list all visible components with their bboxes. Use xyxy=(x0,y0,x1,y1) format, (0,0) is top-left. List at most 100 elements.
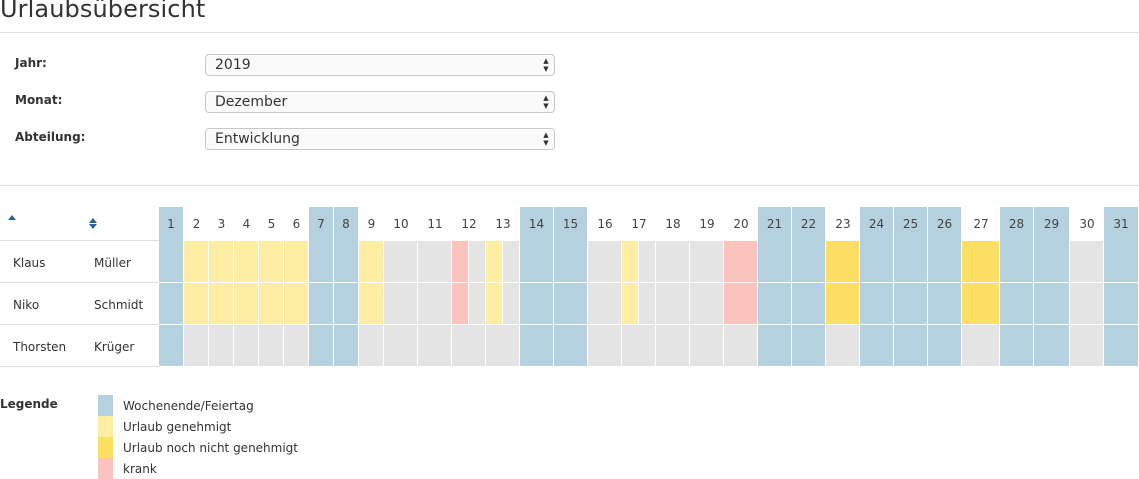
day-cell[interactable] xyxy=(588,325,622,367)
year-select[interactable]: 2019 ▲ ▼ xyxy=(205,54,555,76)
day-cell[interactable] xyxy=(259,325,284,367)
day-cell[interactable] xyxy=(1104,325,1139,367)
day-header-30: 30 xyxy=(1079,217,1095,231)
absence-approved[interactable] xyxy=(359,283,384,325)
day-cell[interactable] xyxy=(520,283,554,325)
day-cell[interactable] xyxy=(928,241,962,283)
day-cell[interactable] xyxy=(894,241,928,283)
day-cell[interactable] xyxy=(184,325,209,367)
day-cell[interactable] xyxy=(1104,283,1139,325)
absence-approved[interactable] xyxy=(209,241,234,283)
day-cell[interactable] xyxy=(724,325,758,367)
absence-sick[interactable] xyxy=(452,241,469,283)
day-cell[interactable] xyxy=(1000,325,1034,367)
absence-pending[interactable] xyxy=(826,241,860,283)
day-cell[interactable] xyxy=(486,325,520,367)
day-cell[interactable] xyxy=(792,283,826,325)
day-cell[interactable] xyxy=(309,283,334,325)
day-cell[interactable] xyxy=(359,325,384,367)
day-cell[interactable] xyxy=(418,241,452,283)
day-cell[interactable] xyxy=(860,325,894,367)
day-cell[interactable] xyxy=(894,283,928,325)
day-cell[interactable] xyxy=(159,325,184,367)
day-cell[interactable] xyxy=(860,241,894,283)
month-select-value: Dezember xyxy=(215,94,288,110)
day-cell[interactable] xyxy=(588,283,622,325)
day-cell[interactable] xyxy=(1034,241,1070,283)
day-cell[interactable] xyxy=(1070,325,1104,367)
day-cell[interactable] xyxy=(792,325,826,367)
day-cell[interactable] xyxy=(418,325,452,367)
day-cell[interactable] xyxy=(520,325,554,367)
day-cell[interactable] xyxy=(384,241,418,283)
day-cell[interactable] xyxy=(1034,283,1070,325)
absence-approved[interactable] xyxy=(259,241,284,283)
day-cell[interactable] xyxy=(656,241,690,283)
day-cell[interactable] xyxy=(1034,325,1070,367)
day-cell[interactable] xyxy=(1070,283,1104,325)
absence-approved[interactable] xyxy=(284,283,309,325)
absence-approved[interactable] xyxy=(284,241,309,283)
day-cell[interactable] xyxy=(1070,241,1104,283)
absence-pending[interactable] xyxy=(826,283,860,325)
absence-pending[interactable] xyxy=(962,283,1000,325)
day-cell[interactable] xyxy=(962,325,1000,367)
day-cell[interactable] xyxy=(928,283,962,325)
day-cell[interactable] xyxy=(690,325,724,367)
day-cell[interactable] xyxy=(928,325,962,367)
day-cell[interactable] xyxy=(1000,283,1034,325)
day-cell[interactable] xyxy=(309,241,334,283)
day-cell[interactable] xyxy=(792,241,826,283)
sort-lastname-icon[interactable] xyxy=(89,218,97,229)
absence-sick[interactable] xyxy=(724,283,758,325)
absence-approved[interactable] xyxy=(234,283,259,325)
department-select[interactable]: Entwicklung ▲ ▼ xyxy=(205,128,555,150)
absence-approved[interactable] xyxy=(209,283,234,325)
day-cell[interactable] xyxy=(554,325,588,367)
day-cell[interactable] xyxy=(894,325,928,367)
absence-sick[interactable] xyxy=(724,241,758,283)
day-cell[interactable] xyxy=(384,283,418,325)
day-cell[interactable] xyxy=(758,325,792,367)
day-cell[interactable] xyxy=(159,241,184,283)
absence-approved[interactable] xyxy=(622,283,639,325)
day-cell[interactable] xyxy=(656,325,690,367)
sort-firstname-asc-icon[interactable] xyxy=(8,215,16,220)
day-cell[interactable] xyxy=(656,283,690,325)
day-cell[interactable] xyxy=(622,325,656,367)
absence-approved[interactable] xyxy=(234,241,259,283)
day-cell[interactable] xyxy=(334,325,359,367)
day-cell[interactable] xyxy=(588,241,622,283)
day-cell[interactable] xyxy=(452,325,486,367)
day-cell[interactable] xyxy=(309,325,334,367)
absence-approved[interactable] xyxy=(486,283,503,325)
day-cell[interactable] xyxy=(209,325,234,367)
absence-approved[interactable] xyxy=(259,283,284,325)
absence-approved[interactable] xyxy=(184,241,209,283)
absence-pending[interactable] xyxy=(962,241,1000,283)
absence-approved[interactable] xyxy=(184,283,209,325)
day-cell[interactable] xyxy=(826,325,860,367)
absence-sick[interactable] xyxy=(452,283,469,325)
day-cell[interactable] xyxy=(690,241,724,283)
day-cell[interactable] xyxy=(384,325,418,367)
month-select[interactable]: Dezember ▲ ▼ xyxy=(205,91,555,113)
day-cell[interactable] xyxy=(554,283,588,325)
day-cell[interactable] xyxy=(690,283,724,325)
day-cell[interactable] xyxy=(758,283,792,325)
absence-approved[interactable] xyxy=(486,241,503,283)
absence-approved[interactable] xyxy=(622,241,639,283)
day-cell[interactable] xyxy=(234,325,259,367)
day-cell[interactable] xyxy=(554,241,588,283)
day-cell[interactable] xyxy=(1000,241,1034,283)
day-cell[interactable] xyxy=(284,325,309,367)
day-cell[interactable] xyxy=(758,241,792,283)
absence-approved[interactable] xyxy=(359,241,384,283)
day-cell[interactable] xyxy=(334,241,359,283)
day-cell[interactable] xyxy=(520,241,554,283)
day-cell[interactable] xyxy=(418,283,452,325)
day-cell[interactable] xyxy=(159,283,184,325)
day-cell[interactable] xyxy=(1104,241,1139,283)
day-cell[interactable] xyxy=(860,283,894,325)
day-cell[interactable] xyxy=(334,283,359,325)
